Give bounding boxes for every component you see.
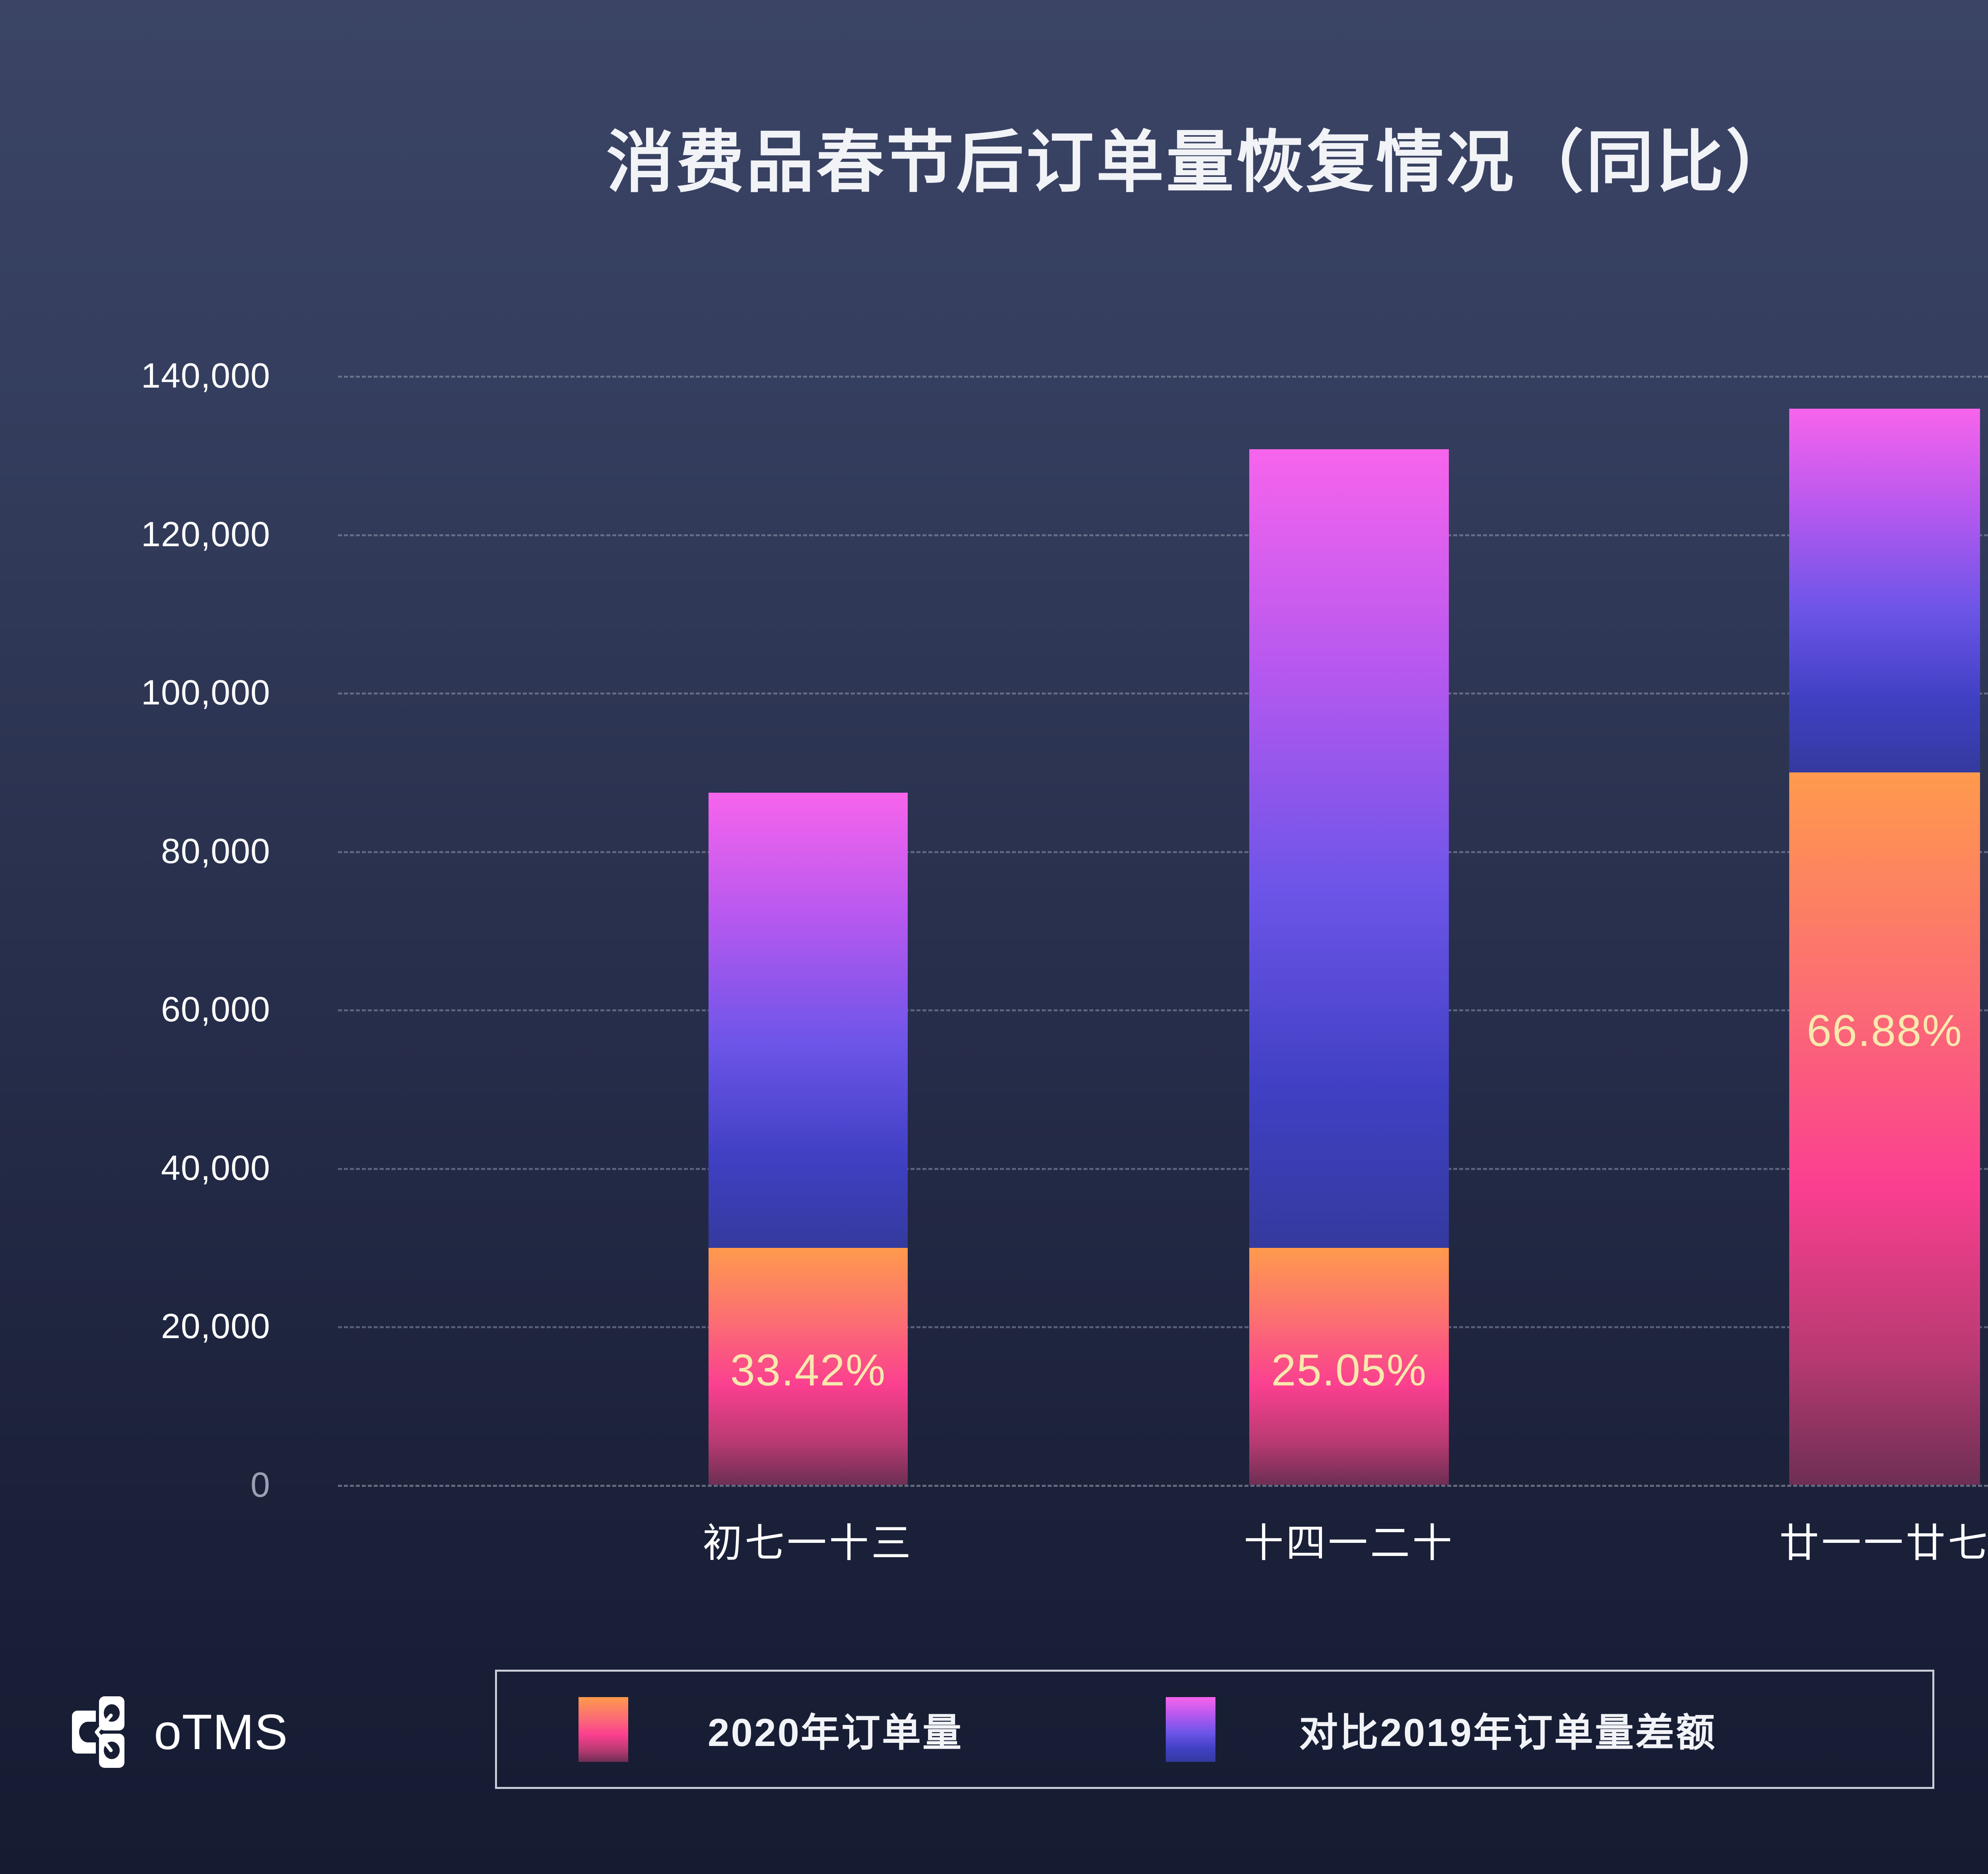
x-tick-label: 初七一十三 <box>703 1521 913 1566</box>
bar-segment-current[interactable] <box>709 1248 908 1485</box>
gridline <box>338 1326 1988 1329</box>
gridline <box>338 534 1988 536</box>
bar-group[interactable]: 25.05% <box>1249 449 1449 1485</box>
y-tick-label: 120,000 <box>141 514 270 554</box>
gridline-baseline <box>338 1485 1988 1487</box>
bar-segment-diff[interactable] <box>709 793 908 1248</box>
bar-group[interactable]: 66.88% <box>1789 409 1980 1485</box>
brand-logo: oTMS <box>70 1696 288 1769</box>
gridline <box>338 376 1988 378</box>
brand-name: oTMS <box>154 1705 288 1760</box>
gridline <box>338 693 1988 695</box>
y-tick-label: 140,000 <box>141 356 270 395</box>
y-tick-label: 0 <box>250 1465 270 1504</box>
legend: 2020年订单量 对比2019年订单量差额 <box>495 1670 1934 1789</box>
bar-segment-current[interactable] <box>1789 772 1980 1485</box>
legend-swatch-icon <box>1166 1697 1216 1762</box>
page-title: 消费品春节后订单量恢复情况（同比） <box>606 125 1796 200</box>
bar-segment-diff[interactable] <box>1249 449 1449 1248</box>
x-tick-label: 廿一一廿七 <box>1779 1521 1988 1566</box>
legend-swatch-icon <box>579 1697 628 1762</box>
bar-value-label: 33.42% <box>730 1345 886 1395</box>
y-tick-label: 40,000 <box>161 1148 270 1187</box>
gridline <box>338 851 1988 853</box>
gridline <box>338 1009 1988 1012</box>
y-tick-label: 80,000 <box>161 831 270 871</box>
bar-value-label: 66.88% <box>1807 1006 1963 1055</box>
legend-item-diff[interactable]: 对比2019年订单量差额 <box>1166 1672 1716 1787</box>
y-tick-label: 20,000 <box>161 1306 270 1346</box>
x-tick-label: 十四一二十 <box>1244 1521 1454 1566</box>
y-tick-label: 60,000 <box>161 989 270 1029</box>
bar-group[interactable]: 33.42% <box>709 793 908 1485</box>
legend-label: 2020年订单量 <box>708 1711 963 1754</box>
bar-value-label: 25.05% <box>1271 1345 1427 1395</box>
y-axis: 140,000 120,000 100,000 80,000 60,000 40… <box>0 356 314 1504</box>
y-tick-label: 100,000 <box>141 673 270 712</box>
plot-area: 33.42% 25.05% 66.88% <box>338 376 1988 1487</box>
legend-item-current[interactable]: 2020年订单量 <box>579 1672 963 1787</box>
gridline <box>338 1168 1988 1170</box>
bar-segment-diff[interactable] <box>1789 409 1980 772</box>
legend-label: 对比2019年订单量差额 <box>1299 1711 1717 1754</box>
bar-segment-current[interactable] <box>1249 1248 1449 1485</box>
otms-logo-icon <box>72 1696 124 1768</box>
